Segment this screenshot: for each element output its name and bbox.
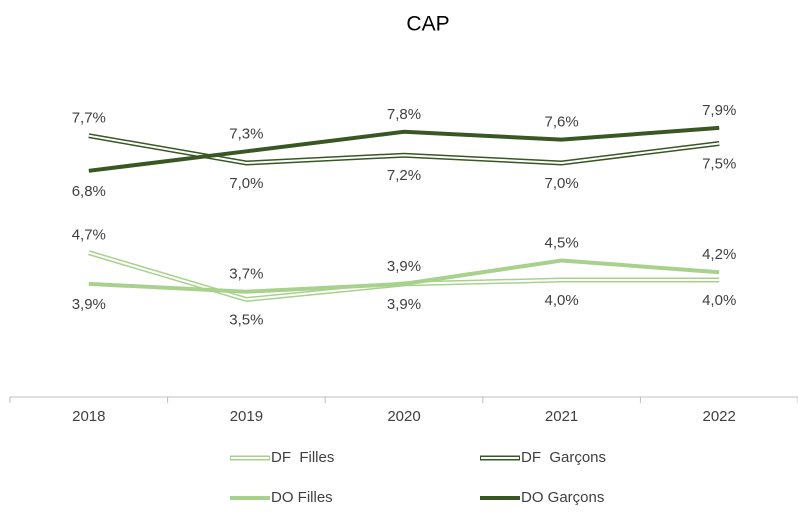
data-label: 7,2% bbox=[387, 167, 421, 184]
data-label: 7,9% bbox=[702, 102, 736, 119]
data-label: 7,8% bbox=[387, 106, 421, 123]
data-label: 7,7% bbox=[72, 110, 106, 127]
x-tick-label: 2021 bbox=[545, 408, 578, 425]
data-label: 7,0% bbox=[229, 175, 263, 192]
data-label: 3,9% bbox=[72, 296, 106, 313]
data-label: 4,0% bbox=[702, 292, 736, 309]
x-tick-label: 2020 bbox=[387, 408, 420, 425]
data-label: 3,7% bbox=[229, 266, 263, 283]
line bbox=[88, 258, 720, 294]
data-label: 3,9% bbox=[387, 258, 421, 275]
data-label: 7,5% bbox=[702, 155, 736, 172]
x-tick-label: 2019 bbox=[230, 408, 263, 425]
chart-title: CAP bbox=[406, 13, 449, 36]
data-label: 4,0% bbox=[544, 292, 578, 309]
data-label: 3,5% bbox=[229, 311, 263, 328]
data-label: 4,2% bbox=[702, 246, 736, 263]
legend-label: DF Filles bbox=[271, 449, 334, 466]
line bbox=[88, 125, 720, 173]
legend-label: DF Garçons bbox=[521, 449, 606, 466]
data-label: 6,8% bbox=[72, 183, 106, 200]
x-tick-label: 2022 bbox=[703, 408, 736, 425]
data-label: 7,3% bbox=[229, 125, 263, 142]
line-inner bbox=[88, 134, 720, 165]
data-label: 7,6% bbox=[544, 114, 578, 131]
data-label: 4,7% bbox=[72, 227, 106, 244]
data-label: 3,9% bbox=[387, 296, 421, 313]
legend-label: DO Garçons bbox=[521, 489, 604, 506]
data-label: 4,5% bbox=[544, 234, 578, 251]
x-tick-label: 2018 bbox=[72, 408, 105, 425]
legend-label: DO Filles bbox=[271, 489, 333, 506]
data-label: 7,0% bbox=[544, 175, 578, 192]
